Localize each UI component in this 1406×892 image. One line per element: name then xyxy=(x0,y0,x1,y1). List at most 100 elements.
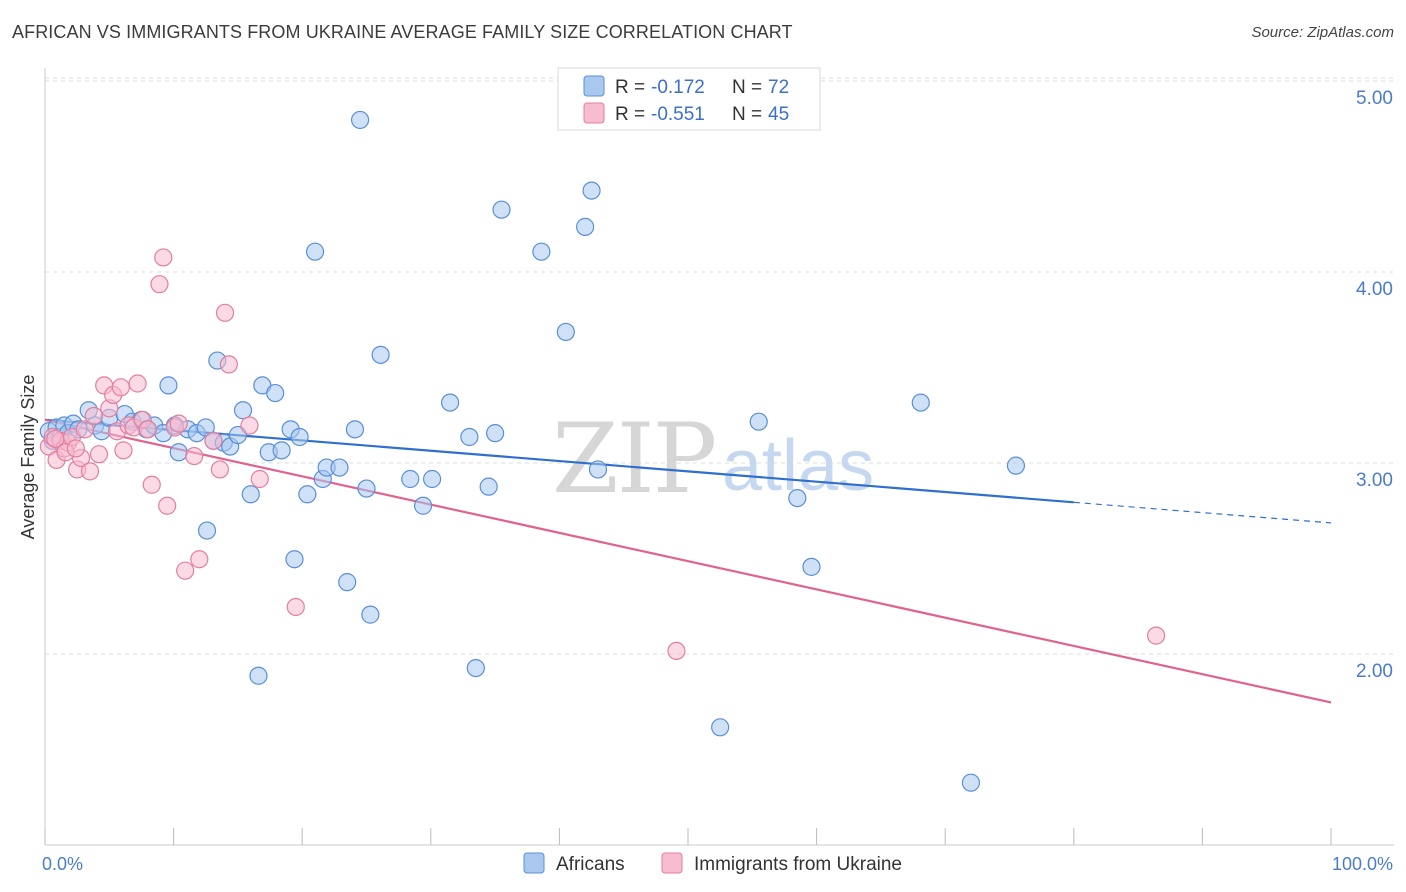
africans-point xyxy=(241,485,260,504)
ukraine-point xyxy=(240,416,259,435)
chart-source: Source: ZipAtlas.com xyxy=(1251,24,1394,41)
africans-point xyxy=(492,200,511,219)
africans-point xyxy=(961,773,981,792)
africans-point xyxy=(350,110,370,130)
ukraine-point xyxy=(204,431,223,450)
africans-point xyxy=(479,477,498,496)
africans-point xyxy=(338,573,357,592)
legend-n-value: 45 xyxy=(768,104,789,125)
africans-point xyxy=(460,427,479,447)
ukraine-point xyxy=(176,561,195,580)
africans-point xyxy=(330,458,349,477)
y-tick-label: 5.00 xyxy=(1356,88,1393,109)
gridlines: 2.00 3.00 4.00 5.00 xyxy=(45,77,1394,682)
ukraine-point xyxy=(210,460,229,479)
axes: 0.0% 100.0% xyxy=(42,68,1394,874)
africans-point xyxy=(371,345,390,364)
africans-point xyxy=(788,489,807,508)
ukraine-point xyxy=(75,420,94,439)
ukraine-point xyxy=(190,550,209,569)
ukraine-point xyxy=(142,475,161,494)
africans-point xyxy=(582,181,601,200)
africans-point xyxy=(911,393,930,412)
legend-r-value: -0.551 xyxy=(651,104,705,125)
africans-point xyxy=(413,496,433,515)
ukraine-point xyxy=(154,248,173,267)
ukraine-point xyxy=(111,378,130,397)
series-legend-label-ukraine: Immigrants from Ukraine xyxy=(694,854,902,875)
africans-point xyxy=(298,485,317,504)
ukraine-point xyxy=(158,496,177,515)
series-legend: Africans Immigrants from Ukraine xyxy=(523,852,902,875)
ukraine-point xyxy=(66,439,85,458)
ukraine-point xyxy=(150,275,169,294)
africans-point xyxy=(285,550,304,569)
ukraine-point xyxy=(114,441,133,460)
trend-line-extension xyxy=(1073,501,1332,524)
series-legend-swatch-africans xyxy=(523,852,545,874)
legend-r-label: R = xyxy=(615,77,645,98)
africans-point xyxy=(159,376,178,395)
ukraine-point xyxy=(1147,626,1166,645)
ukraine-point xyxy=(128,374,147,393)
trend-line xyxy=(44,418,1332,704)
legend-n-label: N = xyxy=(732,104,762,125)
legend-r-label: R = xyxy=(615,104,645,125)
africans-point xyxy=(290,427,309,447)
series-legend-label-africans: Africans xyxy=(556,854,625,875)
africans-point xyxy=(576,217,595,236)
x-tick-label: 100.0% xyxy=(1332,854,1393,874)
africans-point xyxy=(361,605,380,624)
africans-point xyxy=(249,666,268,685)
africans-point xyxy=(401,469,420,489)
ukraine-point xyxy=(219,355,238,374)
africans-point xyxy=(440,393,460,412)
ukraine-point xyxy=(286,597,305,617)
ukraine-point xyxy=(138,420,157,439)
africans-point xyxy=(422,469,442,489)
y-tick-label: 3.00 xyxy=(1356,470,1393,491)
ukraine-point xyxy=(84,406,103,426)
ukraine-point xyxy=(667,641,686,661)
x-tick-label: 0.0% xyxy=(42,854,83,874)
data-points xyxy=(39,110,1166,792)
y-tick-label: 2.00 xyxy=(1356,661,1393,682)
africans-point xyxy=(556,322,575,342)
africans-point xyxy=(233,401,253,420)
africans-point xyxy=(749,412,768,431)
legend-swatch-ukraine xyxy=(583,102,605,124)
africans-point xyxy=(532,242,551,261)
legend-n-value: 72 xyxy=(768,77,789,98)
africans-point xyxy=(711,718,730,737)
legend-n-label: N = xyxy=(732,77,762,98)
africans-point xyxy=(196,418,215,437)
legend-r-value: -0.172 xyxy=(651,77,705,98)
ukraine-point xyxy=(46,429,65,448)
legend-swatch-africans xyxy=(583,75,605,97)
africans-point xyxy=(305,242,325,261)
africans-point xyxy=(588,460,608,479)
ukraine-point xyxy=(89,445,109,464)
chart-title: AFRICAN VS IMMIGRANTS FROM UKRAINE AVERA… xyxy=(12,22,793,42)
y-axis-label: Average Family Size xyxy=(18,375,38,540)
watermark-zip: ZIP xyxy=(552,403,715,515)
ukraine-point xyxy=(215,303,235,322)
stats-legend: R = -0.172 N = 72 R = -0.551 N = 45 xyxy=(557,67,821,131)
africans-point xyxy=(486,424,505,443)
africans-point xyxy=(345,420,365,439)
ukraine-point xyxy=(250,469,269,489)
ukraine-point xyxy=(80,462,100,481)
series-legend-swatch-ukraine xyxy=(661,852,683,874)
africans-point xyxy=(272,441,291,460)
africans-point xyxy=(357,479,376,498)
africans-point xyxy=(802,557,821,576)
africans-point xyxy=(1006,456,1026,475)
africans-point xyxy=(169,443,188,462)
ukraine-point xyxy=(169,414,188,433)
africans-point xyxy=(466,658,485,678)
africans-point xyxy=(197,521,217,540)
watermark: ZIP atlas xyxy=(552,403,874,515)
africans-point xyxy=(266,383,285,403)
y-tick-label: 4.00 xyxy=(1356,279,1393,300)
